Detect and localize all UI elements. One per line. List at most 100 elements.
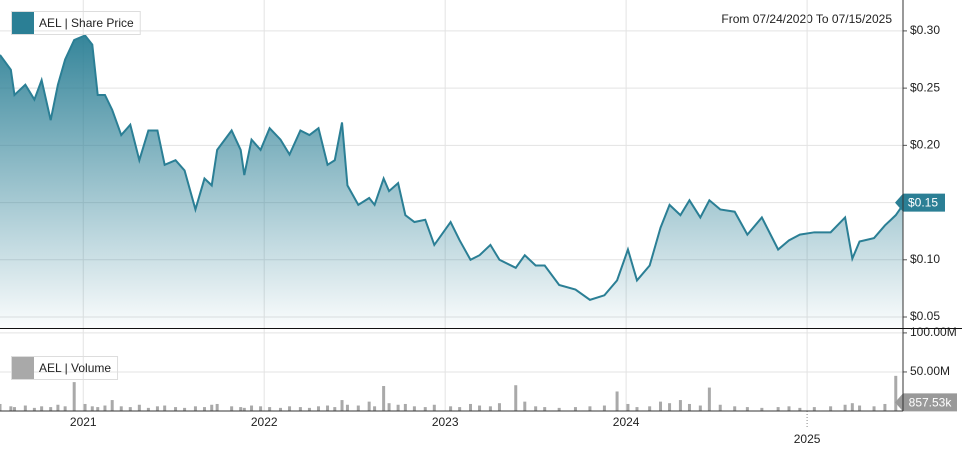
volume-bar [56,404,60,411]
y-tick-label: $0.10 [910,252,940,266]
volume-bar [432,404,436,411]
legend-swatch [12,12,34,34]
legend-box [11,11,141,35]
volume-bar [12,407,16,411]
volume-bar [687,403,691,411]
y-tick-label: $0.30 [910,23,940,37]
volume-bar [497,403,501,411]
volume-bar [215,403,219,411]
volume-bar [345,404,349,411]
volume-bar [534,406,538,411]
volume-bar [356,405,360,411]
volume-bar [83,403,87,411]
price-area [0,35,903,328]
volume-bar [423,407,427,411]
volume-bar [103,405,107,411]
y-tick-label: 50.00M [910,364,950,378]
x-tick-label: 2023 [432,415,459,429]
volume-bar [146,407,150,411]
volume-bar [872,406,876,411]
volume-bar [894,375,898,411]
volume-bar [733,406,737,411]
volume-bar [316,406,320,411]
volume-bar [387,403,391,411]
volume-bar [239,407,243,411]
volume-bar [268,407,272,411]
volume-bar [259,406,263,411]
volume-bar [883,403,887,411]
volume-bar [110,400,114,411]
volume-bar [707,387,711,411]
volume-bar [718,404,722,411]
x-tick-label: 2025 [794,432,821,446]
volume-bar [798,407,802,411]
volume-bar [850,403,854,411]
volume-bar [155,406,159,411]
volume-bar [183,407,187,411]
volume-bar [469,403,473,411]
volume-bar [373,406,377,411]
volume-bar [250,405,254,411]
volume-bar [523,401,527,411]
y-tick-label: $0.25 [910,80,940,94]
volume-bar [137,404,141,411]
volume-bar [242,407,246,411]
volume-bar [745,407,749,411]
volume-bar [573,407,577,411]
volume-bar [858,405,862,411]
volume-bar [449,406,453,411]
y-tick-label: 100.00M [910,325,957,339]
volume-bar [698,405,702,411]
volume-bar [0,403,2,411]
legend-label: AEL | Share Price [39,16,134,30]
legend-box [11,356,119,380]
volume-bar [90,406,94,411]
volume-bar [23,405,27,411]
volume-bar [326,405,330,411]
volume-bar [288,406,292,411]
x-tick-label: 2024 [613,415,640,429]
volume-bar [602,405,606,411]
current-price-badge [895,193,945,212]
volume-bar [210,404,214,411]
y-tick-label: $0.05 [910,309,940,323]
volume-bar [787,406,791,411]
volume-bar [49,407,53,411]
volume-bar [648,406,652,411]
volume-bar [9,406,13,411]
volume-bar [307,407,311,411]
volume-bar [340,400,344,411]
volume-bar [543,407,547,411]
volume-bar [514,385,518,411]
volume-bar [63,406,67,411]
volume-bar [829,406,833,411]
volume-bar [458,407,462,411]
volume-bar [278,407,282,411]
volume-bar [202,407,206,411]
volume-bar [367,401,371,411]
volume-bar [615,391,619,411]
volume-bar [32,407,36,411]
volume-bar [776,407,780,411]
volume-bar [635,407,639,411]
volume-bar [333,407,337,411]
volume-bar [678,400,682,411]
volume-bar [626,403,630,411]
volume-bar [588,406,592,411]
x-tick-label: 2021 [70,415,97,429]
current-volume-badge [895,393,957,412]
volume-bar [488,406,492,411]
volume-bar [478,405,482,411]
volume-bar [557,407,561,411]
volume-bar [119,406,123,411]
volume-bar [396,404,400,411]
volume-bar [128,407,132,411]
volume-bar [163,405,167,411]
volume-bar [812,407,816,411]
current-volume-label: 857.53k [909,396,953,410]
volume-bar [193,406,197,411]
volume-bar [843,404,847,411]
x-tick-label: 2022 [251,415,278,429]
volume-bar [174,407,178,411]
